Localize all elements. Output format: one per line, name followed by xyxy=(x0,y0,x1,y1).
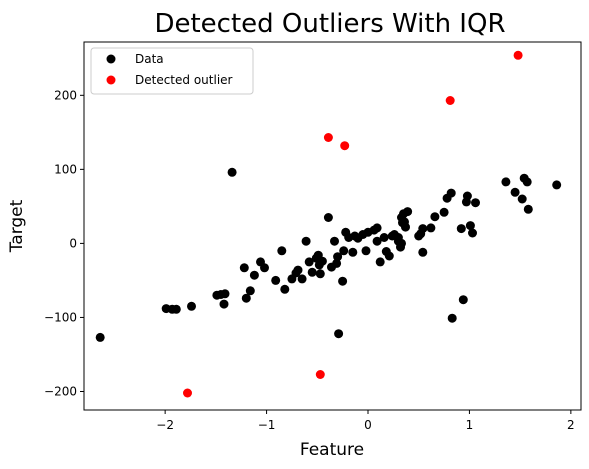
data-point xyxy=(468,228,477,238)
data-point xyxy=(323,213,333,222)
data-point xyxy=(426,223,436,233)
data-point xyxy=(446,188,456,198)
x-tick-label: 2 xyxy=(567,418,575,432)
data-point xyxy=(418,247,428,257)
data-point xyxy=(187,301,196,311)
legend-marker-data xyxy=(106,54,116,64)
data-point xyxy=(458,295,468,305)
data-point xyxy=(397,238,406,248)
data-point xyxy=(501,177,511,187)
data-point xyxy=(219,299,229,309)
data-point xyxy=(277,246,287,256)
data-point xyxy=(456,224,466,234)
chart-title: Detected Outliers With IQR xyxy=(154,9,505,39)
plot-area xyxy=(95,50,562,398)
data-point xyxy=(447,313,457,323)
axes-ticks: −2 −1 0 1 2 −200 −100 0 100 200 xyxy=(44,88,575,432)
outlier-point xyxy=(513,50,523,60)
data-point xyxy=(297,274,307,284)
outlier-point xyxy=(340,141,350,151)
data-point xyxy=(403,207,413,217)
data-point xyxy=(260,263,269,273)
y-tick-label: −100 xyxy=(44,310,77,324)
data-point xyxy=(171,304,181,314)
data-point xyxy=(334,329,344,339)
data-point xyxy=(280,284,290,294)
data-point xyxy=(338,276,348,286)
data-point xyxy=(361,246,371,256)
data-point xyxy=(220,289,230,299)
x-tick-label: −1 xyxy=(258,418,276,432)
legend-label-data: Data xyxy=(135,52,164,66)
data-point xyxy=(372,223,382,233)
data-point xyxy=(301,236,311,246)
x-tick-label: −2 xyxy=(156,418,174,432)
y-axis-label: Target xyxy=(7,199,27,253)
data-point xyxy=(271,275,281,285)
data-point xyxy=(332,258,342,268)
y-tick-label: 200 xyxy=(54,88,77,102)
plot-frame xyxy=(83,41,582,411)
y-tick-label: 100 xyxy=(54,162,77,176)
legend-label-outlier: Detected outlier xyxy=(135,73,233,87)
data-point xyxy=(418,224,428,234)
data-point xyxy=(552,180,562,190)
data-point xyxy=(517,194,527,204)
data-point xyxy=(304,257,314,267)
data-point xyxy=(379,233,389,242)
data-point xyxy=(315,269,325,279)
legend: Data Detected outlier xyxy=(90,47,254,95)
data-point xyxy=(293,265,303,275)
y-tick-label: 0 xyxy=(69,236,77,250)
data-point xyxy=(227,167,237,177)
data-point xyxy=(307,267,317,277)
outlier-point xyxy=(323,133,333,142)
data-point xyxy=(330,236,339,246)
data-point xyxy=(462,191,472,201)
data-point xyxy=(317,256,327,266)
data-point xyxy=(241,293,251,303)
data-point xyxy=(239,263,249,273)
x-tick-label: 0 xyxy=(364,418,372,432)
legend-box xyxy=(90,47,254,95)
data-point xyxy=(372,236,382,246)
data-point xyxy=(465,221,475,231)
data-point xyxy=(510,187,520,197)
y-tick-label: −200 xyxy=(44,384,77,398)
data-point xyxy=(384,251,394,261)
data-point xyxy=(401,222,410,232)
data-point xyxy=(95,332,105,342)
legend-marker-outlier xyxy=(106,75,116,85)
data-point xyxy=(348,247,358,257)
data-point xyxy=(439,207,449,217)
data-point xyxy=(375,257,385,267)
outlier-point xyxy=(183,388,192,398)
data-point xyxy=(522,177,532,187)
data-point xyxy=(245,286,255,296)
outlier-point xyxy=(445,96,455,105)
x-tick-label: 1 xyxy=(466,418,474,432)
data-point xyxy=(430,212,440,222)
data-point xyxy=(523,204,533,214)
data-point xyxy=(339,246,349,256)
data-point xyxy=(333,252,343,262)
outlier-point xyxy=(315,370,325,379)
x-axis-label: Feature xyxy=(300,440,364,460)
data-point xyxy=(471,198,480,208)
data-point xyxy=(249,270,259,280)
